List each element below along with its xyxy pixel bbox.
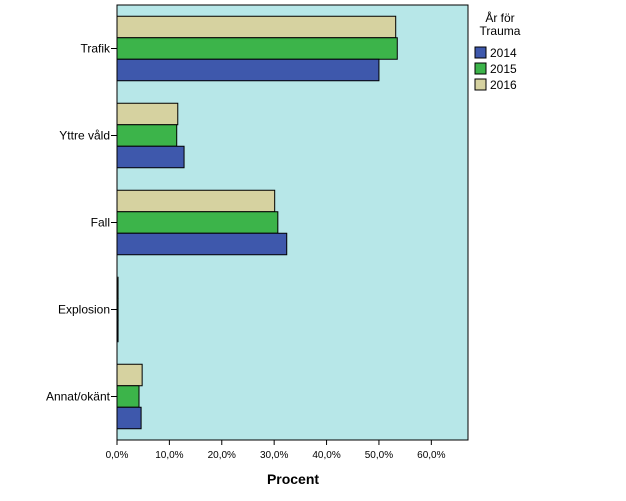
legend-label-2014: 2014 — [490, 46, 517, 60]
bar-2015-explosion — [116, 298, 119, 321]
category-axis: Trafik Yttre våld Fall Explosion Annat/okänt — [46, 42, 117, 404]
category-label: Annat/okänt — [46, 390, 111, 404]
bar-2015-fall — [116, 211, 279, 234]
bar-2016-yttre-våld — [116, 102, 179, 126]
bar-2016-annat-okänt — [116, 363, 143, 387]
bar-2015-trafik — [116, 37, 398, 60]
x-tick-label: 30,0% — [260, 450, 288, 461]
x-tick-label: 10,0% — [155, 450, 183, 461]
bar-2014-explosion — [116, 319, 119, 343]
x-tick-label: 40,0% — [312, 450, 340, 461]
bars-group — [116, 15, 398, 430]
bar-2014-yttre-våld — [116, 145, 185, 169]
category-label: Yttre våld — [59, 129, 110, 143]
bar-2015-annat-okänt — [116, 385, 140, 408]
category-label: Fall — [91, 216, 110, 230]
category-label: Trafik — [80, 42, 111, 56]
bar-2014-fall — [116, 232, 288, 256]
bar-2014-annat-okänt — [116, 406, 142, 430]
x-tick-label: 60,0% — [417, 450, 445, 461]
legend-swatch-2016 — [474, 78, 487, 91]
bar-2016-trafik — [116, 15, 397, 39]
x-tick-label: 50,0% — [365, 450, 393, 461]
category-label: Explosion — [58, 303, 110, 317]
x-tick-label: 20,0% — [208, 450, 236, 461]
bar-2014-trafik — [116, 58, 380, 82]
value-axis: 0,0% 10,0% 20,0% 30,0% 40,0% 50,0% 60,0% — [106, 440, 446, 461]
legend-label-2015: 2015 — [490, 62, 517, 76]
bar-2015-yttre-våld — [116, 124, 178, 147]
legend-title: Trauma — [480, 24, 521, 38]
legend-swatch-2015 — [474, 62, 487, 75]
x-axis-title: Procent — [267, 471, 319, 487]
x-tick-label: 0,0% — [106, 450, 129, 461]
bar-2016-fall — [116, 189, 276, 213]
legend-swatch-2014 — [474, 46, 487, 59]
legend-title: År för — [485, 10, 514, 25]
legend-label-2016: 2016 — [490, 78, 517, 92]
bar-2016-explosion — [116, 276, 119, 300]
